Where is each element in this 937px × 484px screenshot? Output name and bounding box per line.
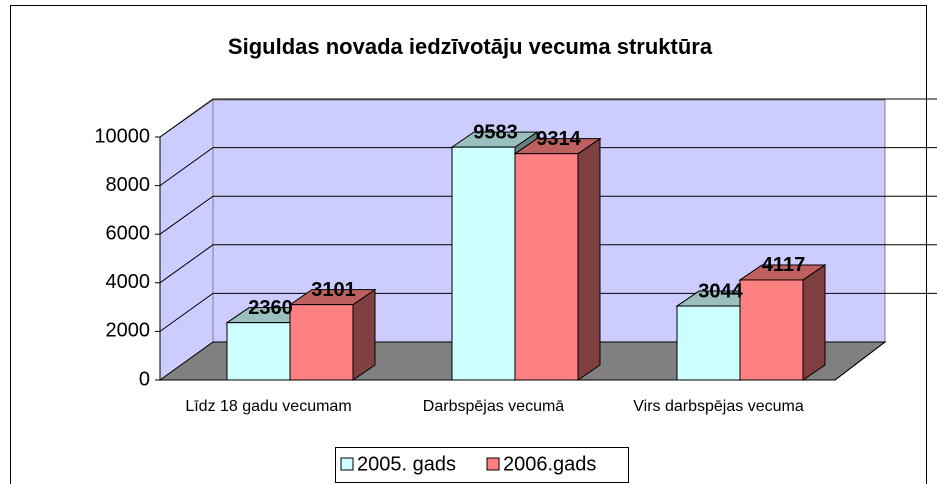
y-tick-label: 6000 bbox=[106, 222, 151, 244]
y-tick-label: 8000 bbox=[106, 174, 151, 196]
y-tick-label: 4000 bbox=[106, 271, 151, 293]
grid-line bbox=[159, 244, 937, 284]
x-tick-label: Darbspējas vecumā bbox=[423, 398, 565, 415]
bar bbox=[676, 305, 741, 381]
y-tick-label: 10000 bbox=[94, 125, 150, 147]
legend-swatch bbox=[340, 457, 354, 471]
x-tick-label: Virs darbspējas vecuma bbox=[633, 398, 804, 415]
data-label: 9583 bbox=[473, 121, 518, 143]
data-label: 3044 bbox=[698, 280, 743, 302]
chart-title: Siguldas novada iedzīvotāju vecuma struk… bbox=[228, 34, 713, 59]
legend bbox=[335, 447, 629, 483]
data-label: 9314 bbox=[536, 128, 581, 150]
bar bbox=[739, 279, 804, 381]
data-label: 3101 bbox=[311, 279, 356, 301]
bar bbox=[514, 153, 579, 381]
bar-side bbox=[802, 264, 826, 381]
y-tick-label: 2000 bbox=[106, 320, 151, 342]
bar-side bbox=[577, 137, 601, 381]
side-wall bbox=[159, 99, 214, 381]
legend-label: 2005. gads bbox=[357, 453, 456, 475]
data-label: 2360 bbox=[248, 297, 293, 319]
legend-label: 2006.gads bbox=[503, 453, 596, 475]
grid-line bbox=[159, 147, 937, 187]
bar bbox=[226, 322, 291, 381]
y-tick-label: 0 bbox=[139, 368, 150, 390]
floor-edge bbox=[834, 341, 886, 381]
grid-line bbox=[159, 195, 937, 235]
bar bbox=[289, 304, 354, 381]
bar bbox=[451, 146, 516, 381]
bar-side bbox=[352, 288, 376, 381]
x-tick-label: Līdz 18 gadu vecumam bbox=[185, 398, 351, 415]
data-label: 4117 bbox=[762, 254, 805, 276]
grid-line bbox=[159, 98, 937, 138]
legend-swatch bbox=[486, 457, 500, 471]
